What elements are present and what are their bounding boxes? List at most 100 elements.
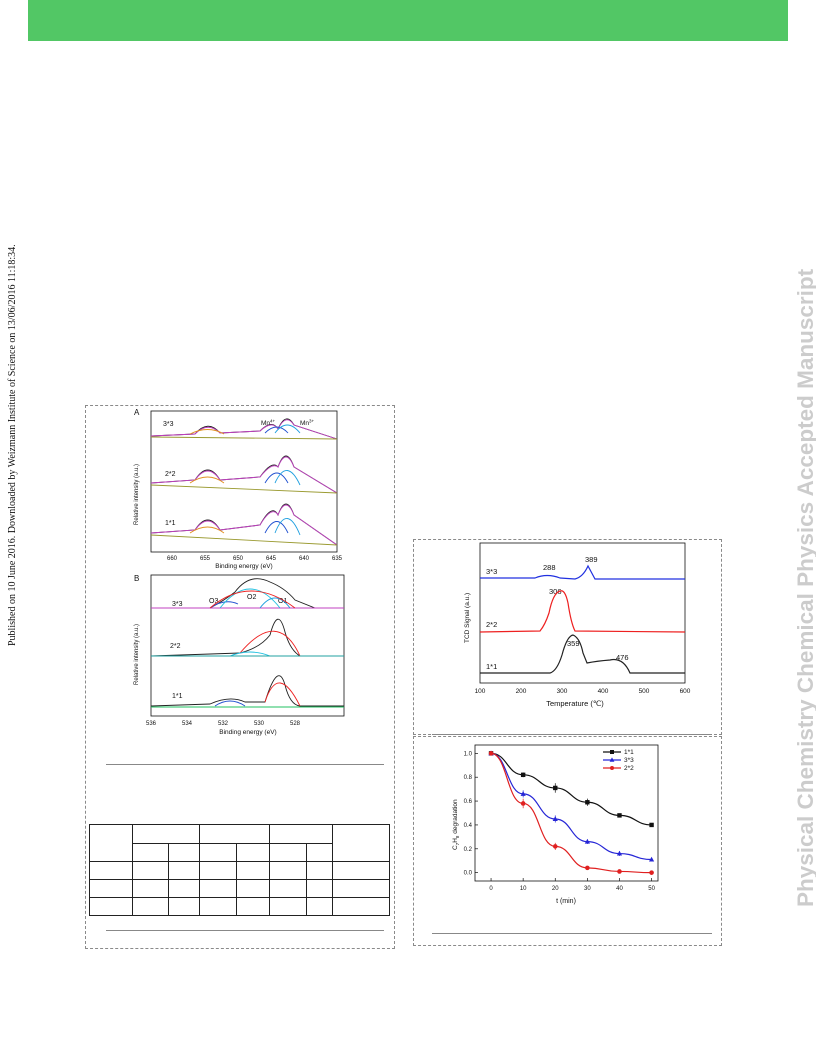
x-axis-label: Temperature (℃) [546, 699, 604, 708]
table-cell [131, 842, 170, 862]
tick-label: 534 [182, 721, 193, 727]
tick-label: 532 [218, 721, 229, 727]
degradation-chart: 0 10 20 30 40 50 0.0 0.2 0.4 0.6 0.8 1.0 C7H8 degra… [452, 744, 659, 905]
sample-label: 1*1 [165, 520, 176, 527]
peak-label: 3+ [309, 419, 315, 424]
series-line-3*3 [490, 752, 652, 861]
table-cell [268, 842, 307, 862]
tick-label: 645 [266, 556, 277, 562]
tpr-curve-1x1 [480, 634, 685, 674]
caption-rule-tpr [432, 734, 712, 735]
spectrum-2x2 [150, 455, 338, 494]
tpr-curve-3x3 [480, 564, 685, 580]
sample-labels: 3*3 2*2 1*1 [486, 567, 497, 671]
plot-frame [474, 744, 659, 882]
x-axis-label: Binding energy (eV) [215, 563, 272, 570]
tick-label: 655 [200, 556, 211, 562]
y-axis-label: Relative intensity (a.u.) [134, 624, 140, 685]
table-cell [305, 842, 334, 862]
peak-label: 389 [585, 555, 598, 564]
tick-label: 530 [254, 721, 265, 727]
sample-label: 3*3 [172, 601, 183, 608]
peak-label: 476 [616, 653, 629, 662]
data-point [616, 850, 623, 856]
figure-box-xps [85, 405, 395, 949]
peak-label: Mn [300, 420, 309, 427]
journal-watermark: Physical Chemistry Chemical Physics Acce… [793, 268, 816, 907]
plot-frame [150, 410, 338, 553]
spectra [150, 418, 338, 546]
peak-label: O1 [278, 598, 287, 605]
data-point [585, 865, 590, 871]
tick-label: 528 [290, 721, 301, 727]
data-point [585, 800, 590, 805]
data-table [89, 824, 390, 916]
table-row [89, 861, 390, 880]
tick-label: 660 [167, 556, 178, 562]
sample-labels: 3*3 2*2 1*1 [170, 601, 183, 700]
data-point [649, 822, 654, 828]
data-point [617, 813, 622, 818]
y-tick-label: 0.2 [464, 847, 473, 853]
sample-labels: 3*3 2*2 1*1 [163, 421, 176, 527]
data-point [552, 844, 558, 849]
caption-rule-degradation [432, 933, 712, 934]
tick-label: 400 [598, 688, 609, 695]
data-point [553, 785, 558, 791]
data-point [488, 751, 494, 756]
y-tick-label: 0.6 [464, 799, 473, 805]
peak-annotations: Mn4+ Mn3+ [261, 419, 315, 428]
caption-rule-table [106, 930, 384, 931]
tpr-curve-2x2 [479, 590, 686, 633]
y-tick-label: 0.8 [464, 775, 473, 781]
y-tick-label: 1.0 [464, 751, 473, 757]
spectrum-1x1 [150, 675, 344, 707]
tick-label: 600 [680, 688, 691, 695]
published-line: Published on 10 June 2016. Downloaded by… [7, 244, 18, 646]
table-cell [89, 824, 133, 862]
legend-label: 1*1 [624, 749, 634, 756]
x-axis-label: t (min) [556, 898, 576, 905]
x-tick-label: 10 [520, 886, 527, 892]
data-point [648, 856, 655, 862]
x-tick-labels: 100 200 300 400 500 600 [475, 688, 691, 695]
table-cell [131, 824, 201, 844]
journal-banner [28, 0, 788, 41]
tpr-chart: TCD Signal (a.u.) 100 200 300 400 500 60… [464, 542, 691, 708]
peak-annotations: 288 389 306 359 476 [543, 555, 629, 662]
tick-label: 635 [332, 556, 343, 562]
sample-label: 1*1 [172, 693, 183, 700]
y-axis-label: C7H8 degradation [452, 799, 460, 850]
xps-o-chart: B Relative intensity (a.u.) 536 534 532 … [134, 574, 345, 736]
x-tick-label: 40 [616, 886, 623, 892]
legend-label: 3*3 [624, 757, 634, 764]
caption-rule-xps [106, 764, 384, 765]
data-point [520, 801, 526, 806]
svg-text:Mn3+: Mn3+ [300, 419, 315, 428]
plot-frame [150, 574, 345, 717]
sample-label: 2*2 [486, 620, 497, 629]
panel-b-label: B [134, 574, 139, 583]
tick-label: 100 [475, 688, 486, 695]
x-tick-label: 20 [552, 886, 559, 892]
data-point [584, 838, 590, 844]
series-line-1*1 [490, 752, 652, 826]
tick-label: 650 [233, 556, 244, 562]
peak-label: O3 [209, 598, 218, 605]
table-cell [199, 842, 237, 862]
spectrum-1x1 [150, 503, 338, 546]
y-axis-label: Relative intensity (a.u.) [134, 464, 140, 525]
legend-marker [609, 757, 615, 762]
table-cell [235, 842, 270, 862]
tick-label: 536 [146, 721, 157, 727]
spectrum-2x2 [150, 618, 344, 657]
tick-label: 200 [516, 688, 527, 695]
peak-label: 288 [543, 563, 556, 572]
x-tick-label: 0 [489, 886, 493, 892]
peak-label: O2 [247, 594, 256, 601]
legend-marker [610, 750, 614, 754]
sample-label: 2*2 [170, 643, 181, 650]
table-cell [168, 842, 201, 862]
xps-mn-chart: A Relative intensity (a.u.) 660 655 650 … [134, 408, 343, 570]
table-row [89, 897, 390, 916]
